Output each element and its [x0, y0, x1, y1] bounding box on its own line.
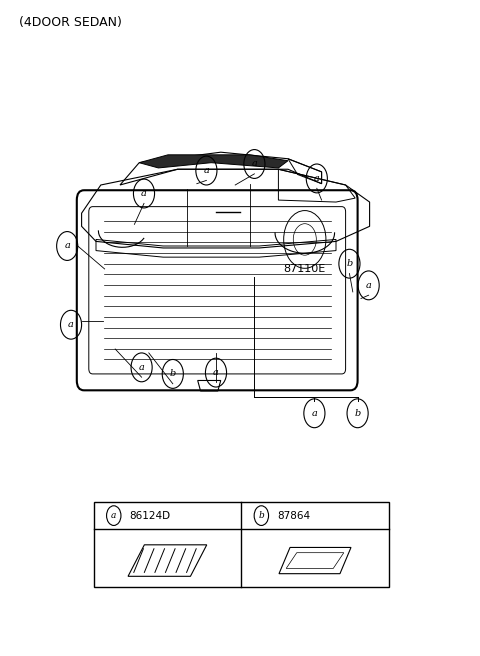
- Text: a: a: [252, 159, 257, 169]
- Text: a: a: [366, 281, 372, 290]
- Text: a: a: [312, 409, 317, 418]
- Text: a: a: [213, 368, 219, 377]
- Text: a: a: [204, 166, 209, 175]
- Text: b: b: [354, 409, 361, 418]
- Text: b: b: [169, 369, 176, 379]
- Text: a: a: [139, 363, 144, 372]
- Text: (4DOOR SEDAN): (4DOOR SEDAN): [19, 16, 122, 30]
- Text: a: a: [64, 241, 70, 251]
- Text: a: a: [68, 320, 74, 329]
- Text: 87864: 87864: [277, 510, 311, 521]
- Text: b: b: [346, 259, 353, 268]
- Text: a: a: [111, 511, 117, 520]
- Text: 86124D: 86124D: [130, 510, 171, 521]
- Text: a: a: [141, 189, 147, 198]
- Text: a: a: [314, 174, 320, 183]
- Text: b: b: [259, 511, 264, 520]
- Text: 87110E: 87110E: [284, 264, 326, 274]
- Polygon shape: [139, 155, 288, 168]
